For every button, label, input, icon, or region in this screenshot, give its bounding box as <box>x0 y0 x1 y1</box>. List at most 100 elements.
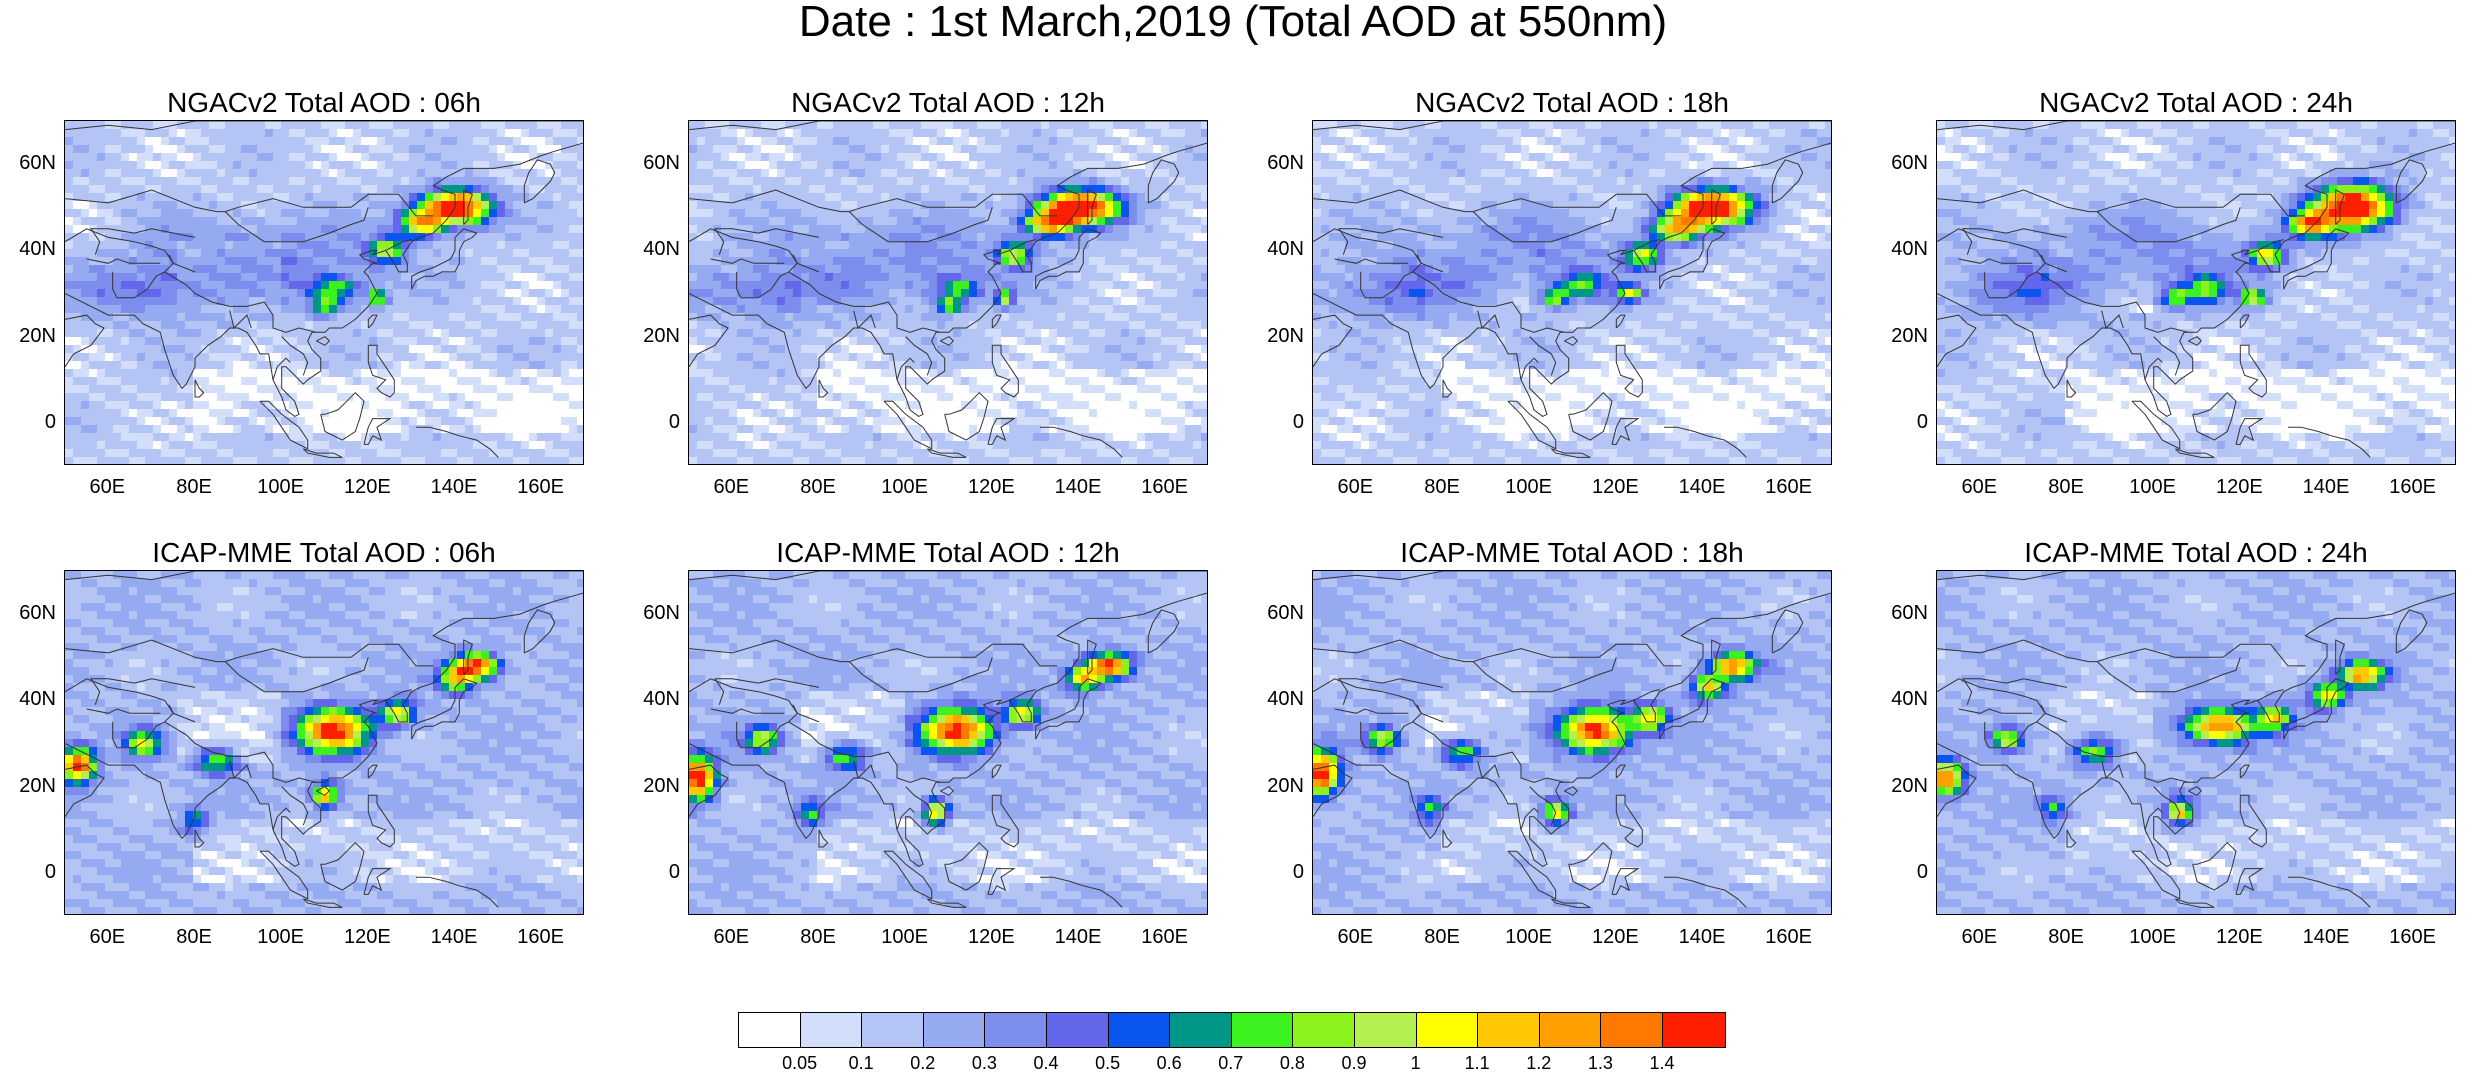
colorbar-swatch <box>924 1013 986 1047</box>
lon-tick-label: 60E <box>1949 477 2009 497</box>
lon-tick-label: 120E <box>961 927 1021 947</box>
aod-map <box>1313 121 1832 465</box>
lon-tick-label: 120E <box>337 927 397 947</box>
lon-tick-label: 100E <box>2123 477 2183 497</box>
lon-tick-label: 140E <box>2296 477 2356 497</box>
panel-title: ICAP-MME Total AOD : 18h <box>1312 538 1832 568</box>
colorbar-swatch <box>1047 1013 1109 1047</box>
panel-title: NGACv2 Total AOD : 18h <box>1312 88 1832 118</box>
lon-tick-label: 160E <box>2383 927 2443 947</box>
lat-tick-label: 60N <box>630 603 680 623</box>
lon-tick-label: 140E <box>424 477 484 497</box>
lat-tick-label: 20N <box>1878 776 1928 796</box>
colorbar <box>738 1012 1726 1048</box>
lon-tick-label: 80E <box>2036 477 2096 497</box>
colorbar-swatch <box>1293 1013 1355 1047</box>
colorbar-swatch <box>1170 1013 1232 1047</box>
colorbar-swatch <box>1478 1013 1540 1047</box>
map-area <box>64 120 584 465</box>
lon-tick-label: 60E <box>77 477 137 497</box>
colorbar-swatch <box>1663 1013 1725 1047</box>
lat-tick-label: 20N <box>1878 326 1928 346</box>
aod-map <box>1937 571 2456 915</box>
colorbar-label: 1 <box>1386 1054 1446 1072</box>
lon-tick-label: 80E <box>164 927 224 947</box>
lon-tick-label: 160E <box>2383 477 2443 497</box>
map-area <box>1312 570 1832 915</box>
lon-tick-label: 80E <box>1412 477 1472 497</box>
lat-tick-label: 20N <box>6 776 56 796</box>
lon-tick-label: 160E <box>1759 477 1819 497</box>
lon-tick-label: 60E <box>1325 477 1385 497</box>
lon-tick-label: 120E <box>1585 477 1645 497</box>
lat-tick-label: 40N <box>630 239 680 259</box>
lat-tick-label: 0 <box>1878 412 1928 432</box>
colorbar-label: 1.2 <box>1509 1054 1569 1072</box>
lon-tick-label: 100E <box>1499 477 1559 497</box>
lat-tick-label: 60N <box>1878 603 1928 623</box>
colorbar-label: 0.3 <box>954 1054 1014 1072</box>
colorbar-swatch <box>1109 1013 1171 1047</box>
lon-tick-label: 60E <box>701 477 761 497</box>
lat-tick-label: 60N <box>630 153 680 173</box>
lon-tick-label: 140E <box>1672 477 1732 497</box>
lon-tick-label: 100E <box>875 477 935 497</box>
lat-tick-label: 40N <box>6 689 56 709</box>
lat-tick-label: 0 <box>1254 862 1304 882</box>
map-area <box>1936 120 2456 465</box>
aod-map <box>689 121 1208 465</box>
lat-tick-label: 0 <box>1254 412 1304 432</box>
colorbar-swatch <box>1417 1013 1479 1047</box>
panel-title: NGACv2 Total AOD : 06h <box>64 88 584 118</box>
panel-title: ICAP-MME Total AOD : 12h <box>688 538 1208 568</box>
colorbar-swatch <box>1601 1013 1663 1047</box>
colorbar-label: 1.3 <box>1570 1054 1630 1072</box>
lat-tick-label: 40N <box>1878 239 1928 259</box>
colorbar-swatch <box>862 1013 924 1047</box>
colorbar-label: 0.2 <box>893 1054 953 1072</box>
lon-tick-label: 80E <box>2036 927 2096 947</box>
lon-tick-label: 60E <box>1325 927 1385 947</box>
lon-tick-label: 80E <box>788 927 848 947</box>
colorbar-label: 1.4 <box>1632 1054 1692 1072</box>
lon-tick-label: 80E <box>1412 927 1472 947</box>
lon-tick-label: 60E <box>701 927 761 947</box>
lat-tick-label: 20N <box>6 326 56 346</box>
lat-tick-label: 60N <box>1254 153 1304 173</box>
lon-tick-label: 60E <box>1949 927 2009 947</box>
map-area <box>688 570 1208 915</box>
lon-tick-label: 120E <box>961 477 1021 497</box>
lon-tick-label: 120E <box>337 477 397 497</box>
lon-tick-label: 120E <box>1585 927 1645 947</box>
colorbar-swatch <box>985 1013 1047 1047</box>
colorbar-label: 0.9 <box>1324 1054 1384 1072</box>
map-area <box>1312 120 1832 465</box>
panel-title: NGACv2 Total AOD : 24h <box>1936 88 2456 118</box>
lat-tick-label: 0 <box>1878 862 1928 882</box>
lat-tick-label: 40N <box>1254 689 1304 709</box>
lon-tick-label: 120E <box>2209 477 2269 497</box>
lon-tick-label: 60E <box>77 927 137 947</box>
colorbar-label: 0.4 <box>1016 1054 1076 1072</box>
lat-tick-label: 20N <box>1254 326 1304 346</box>
lon-tick-label: 140E <box>1048 927 1108 947</box>
panel-title: ICAP-MME Total AOD : 06h <box>64 538 584 568</box>
colorbar-swatch <box>1540 1013 1602 1047</box>
map-panel: NGACv2 Total AOD : 24h 60N 40N 20N 0 60E 80E 10… <box>1876 90 2456 520</box>
colorbar-label: 0.7 <box>1201 1054 1261 1072</box>
aod-map <box>1313 571 1832 915</box>
aod-map <box>65 121 584 465</box>
aod-map <box>689 571 1208 915</box>
lat-tick-label: 60N <box>1878 153 1928 173</box>
lon-tick-label: 160E <box>511 927 571 947</box>
lon-tick-label: 160E <box>1135 927 1195 947</box>
lon-tick-label: 80E <box>788 477 848 497</box>
map-area <box>1936 570 2456 915</box>
lat-tick-label: 40N <box>6 239 56 259</box>
lat-tick-label: 0 <box>630 412 680 432</box>
colorbar-label: 0.1 <box>831 1054 891 1072</box>
lon-tick-label: 140E <box>2296 927 2356 947</box>
